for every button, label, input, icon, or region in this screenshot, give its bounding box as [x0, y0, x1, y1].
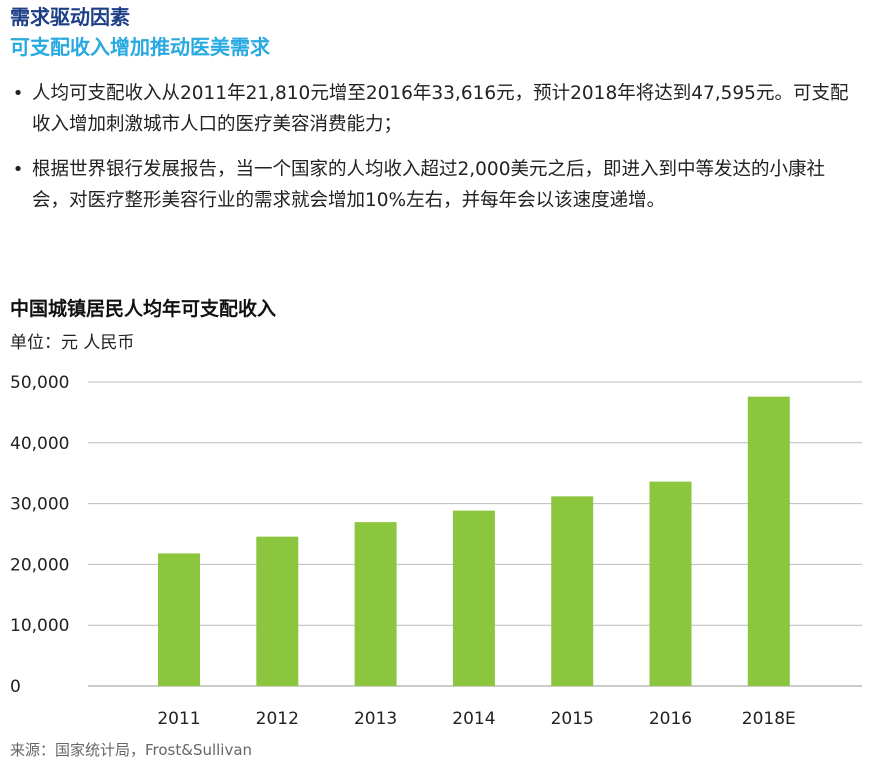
bar [649, 481, 692, 686]
section-title: 需求驱动因素 [10, 5, 130, 29]
bar-chart: 0 10,000 20,000 30,000 40,000 50,000 2011 2012… [10, 373, 862, 729]
x-tick-label: 2014 [452, 709, 495, 729]
x-tick-label: 2016 [649, 709, 692, 729]
x-tick-label: 2013 [354, 709, 397, 729]
bar [452, 510, 495, 686]
bar [354, 522, 397, 686]
bar-layer [158, 396, 790, 686]
y-tick-label: 0 [10, 677, 21, 697]
chart-unit-label: 单位：元 人民币 [10, 333, 135, 353]
bullet-list: • 人均可支配收入从2011年21,810元增至2016年33,616元，预计2… [10, 78, 860, 230]
bullet-dot-icon: • [12, 159, 24, 180]
y-tick-label: 50,000 [10, 373, 69, 393]
chart-title: 中国城镇居民人均年可支配收入 [10, 298, 277, 320]
bar [158, 553, 200, 686]
y-tick-label: 40,000 [10, 434, 69, 454]
y-tick-label: 30,000 [10, 495, 69, 515]
x-tick-label: 2015 [551, 709, 594, 729]
x-tick-label: 2012 [256, 709, 299, 729]
x-axis-ticks: 2011 2012 2013 2014 2015 2016 2018E [157, 709, 795, 729]
bar [256, 536, 299, 686]
bullet-dot-icon: • [12, 83, 24, 104]
bullet-item: • 根据世界银行发展报告，当一个国家的人均收入超过2,000美元之后，即进入到中… [10, 154, 860, 216]
bar [551, 496, 594, 686]
bar [747, 396, 790, 686]
bullet-text: 人均可支配收入从2011年21,810元增至2016年33,616元，预计201… [32, 83, 849, 135]
y-tick-label: 20,000 [10, 555, 69, 575]
bullet-item: • 人均可支配收入从2011年21,810元增至2016年33,616元，预计2… [10, 78, 860, 140]
y-axis-ticks: 0 10,000 20,000 30,000 40,000 50,000 [10, 373, 69, 697]
source-note: 来源：国家统计局，Frost&Sullivan [10, 741, 253, 759]
bullet-text: 根据世界银行发展报告，当一个国家的人均收入超过2,000美元之后，即进入到中等发… [32, 159, 825, 211]
x-tick-label: 2011 [157, 709, 200, 729]
x-tick-label: 2018E [742, 709, 796, 729]
y-tick-label: 10,000 [10, 616, 69, 636]
section-subtitle: 可支配收入增加推动医美需求 [10, 35, 270, 59]
